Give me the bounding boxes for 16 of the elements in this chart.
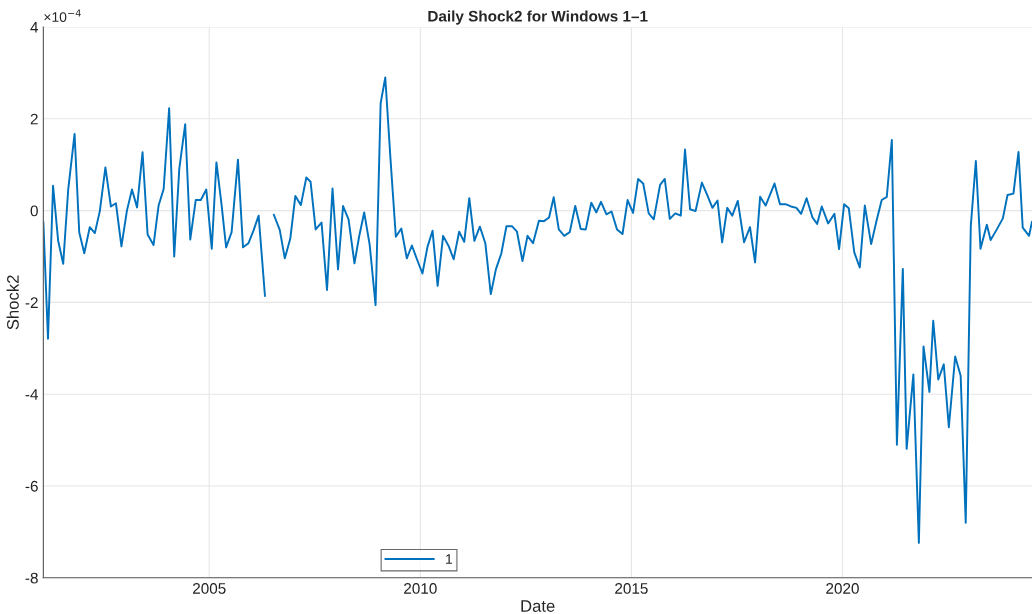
x-tick-label: 2005 xyxy=(193,583,226,594)
y-tick-label: -4 xyxy=(25,389,39,400)
legend-label: 1 xyxy=(446,554,453,564)
y-tick-label: 4 xyxy=(30,22,39,33)
text: ×10$^{−4}$ xyxy=(44,9,81,22)
chart-title: Daily Shock2 for Windows 1–1 xyxy=(428,10,648,25)
y-tick-label: -2 xyxy=(25,297,38,308)
x-tick-label: 2010 xyxy=(404,583,437,594)
y-tick-label: -8 xyxy=(25,572,38,584)
x-tick-label: 2020 xyxy=(826,583,859,594)
y-axis-title: Shock2 xyxy=(6,275,19,330)
y-tick-label: 2 xyxy=(30,113,38,125)
x-tick-label: 2015 xyxy=(615,583,648,594)
y-tick-label: -6 xyxy=(25,480,38,492)
x-axis-title: Date xyxy=(521,600,555,612)
y-tick-label: 0 xyxy=(30,205,38,217)
